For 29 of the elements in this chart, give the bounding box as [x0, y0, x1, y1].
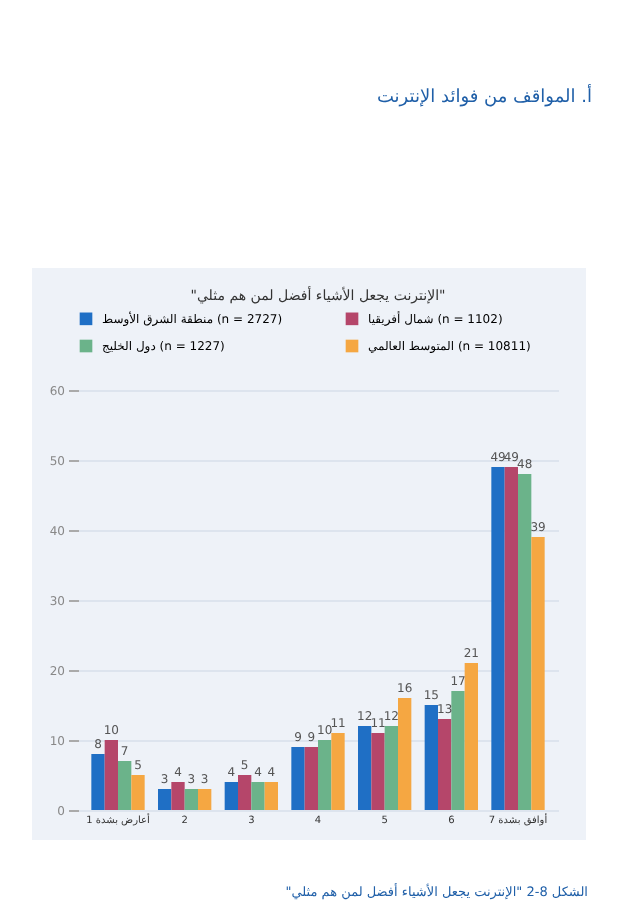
bar	[358, 726, 372, 810]
bar	[331, 733, 345, 810]
bar	[318, 740, 332, 810]
bar	[238, 775, 252, 810]
bar	[131, 775, 145, 810]
bar	[171, 782, 185, 810]
bar	[118, 761, 132, 810]
bar	[438, 719, 452, 810]
bar	[398, 698, 412, 810]
chart-title: أ. المواقف من فوائد الإنترنت	[374, 82, 594, 112]
bar	[291, 747, 305, 810]
bar	[464, 663, 478, 810]
bar	[518, 474, 532, 810]
bar	[91, 754, 105, 810]
bar	[158, 789, 172, 810]
bar	[264, 782, 278, 810]
bar	[104, 740, 118, 810]
bar	[251, 782, 265, 810]
bar	[424, 705, 438, 810]
bar	[384, 726, 398, 810]
bar	[504, 467, 518, 810]
bar	[198, 789, 212, 810]
bar	[304, 747, 318, 810]
bar	[224, 782, 238, 810]
bar	[451, 691, 465, 810]
bar	[184, 789, 198, 810]
bar	[531, 537, 545, 810]
bar	[371, 733, 385, 810]
bar	[491, 467, 505, 810]
